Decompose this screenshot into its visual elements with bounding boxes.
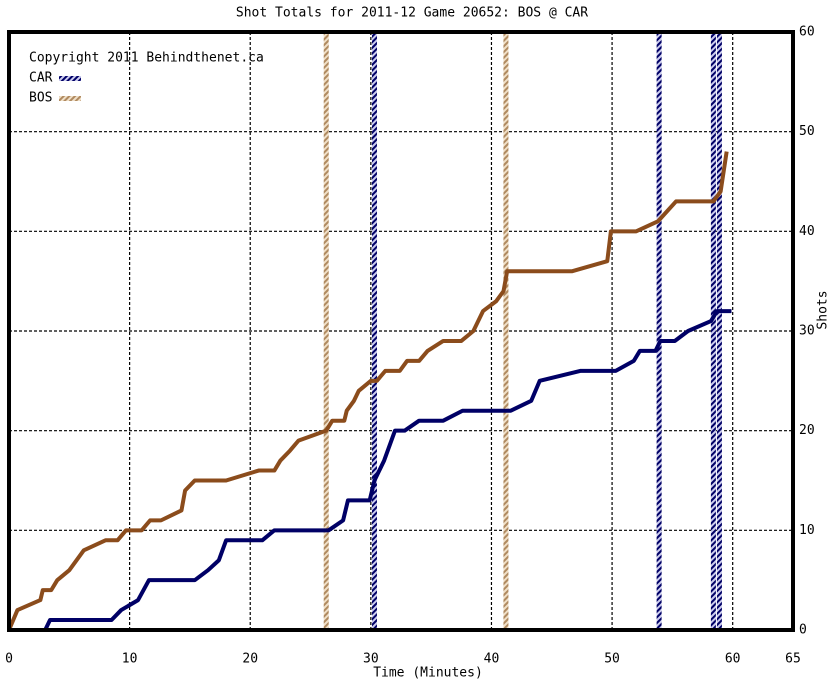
goal-marker (323, 32, 329, 630)
plot-area (7, 30, 795, 632)
y-tick-label: 60 (799, 25, 815, 40)
x-tick-label: 20 (242, 652, 258, 667)
legend-label: BOS (29, 91, 52, 106)
y-tick-label: 0 (799, 623, 807, 638)
legend-swatch (59, 96, 81, 101)
goal-marker (716, 32, 722, 630)
legend-label: CAR (29, 71, 53, 86)
x-tick-label: 10 (122, 652, 138, 667)
y-tick-label: 40 (799, 224, 815, 239)
chart-title: Shot Totals for 2011-12 Game 20652: BOS … (236, 6, 588, 21)
series-line (7, 151, 729, 631)
legend-swatch (59, 76, 81, 81)
goal-marker (710, 32, 716, 630)
x-tick-label: 60 (725, 652, 741, 667)
series-line (9, 309, 732, 632)
goal-marker (503, 32, 509, 630)
y-axis-label: Shots (816, 290, 830, 329)
y-tick-label: 20 (799, 423, 815, 438)
copyright: Copyright 2011 Behindthenet.ca (29, 51, 264, 66)
goal-marker (656, 32, 662, 630)
goal-marker (371, 32, 377, 630)
plot-frame (7, 30, 795, 632)
x-axis-label: Time (Minutes) (373, 666, 483, 680)
x-tick-label: 65 (785, 652, 801, 667)
x-tick-label: 50 (604, 652, 620, 667)
x-tick-label: 40 (484, 652, 500, 667)
x-tick-label: 0 (5, 652, 13, 667)
y-tick-label: 10 (799, 523, 815, 538)
x-tick-label: 30 (363, 652, 379, 667)
y-tick-label: 30 (799, 324, 815, 339)
y-tick-label: 50 (799, 124, 815, 139)
